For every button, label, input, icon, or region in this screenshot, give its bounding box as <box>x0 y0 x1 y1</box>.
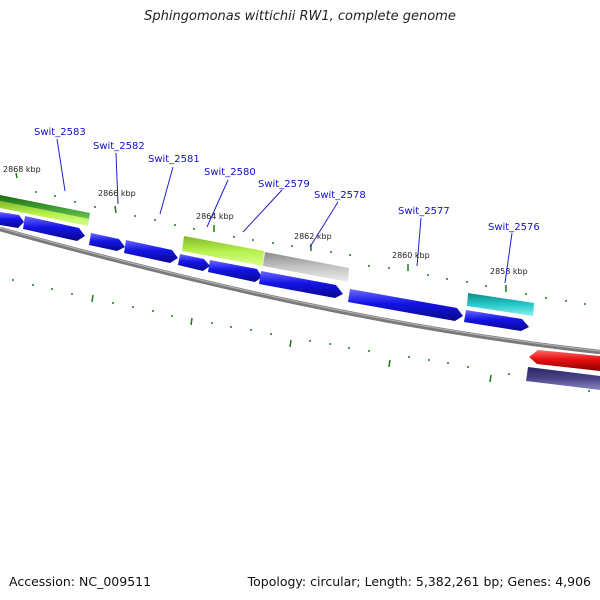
gene-label-swit-2581[interactable]: Swit_2581 <box>148 154 200 165</box>
gene-label-swit-2576[interactable]: Swit_2576 <box>488 222 540 233</box>
outer-tick-ring <box>15 172 586 305</box>
leader-line <box>416 217 422 267</box>
feature-grey[interactable] <box>263 252 349 282</box>
gene-label-swit-2583[interactable]: Swit_2583 <box>34 127 86 138</box>
kbp-label-2864: 2864 kbp <box>196 212 234 221</box>
cds-arrow[interactable] <box>89 233 125 251</box>
gene-label-group: Swit_2583 Swit_2582 Swit_2581 Swit_2580 … <box>34 127 540 284</box>
forward-cds-track <box>0 212 529 331</box>
cds-arrow[interactable] <box>464 310 529 331</box>
feature-dark-green[interactable] <box>0 195 90 219</box>
gene-label-swit-2582[interactable]: Swit_2582 <box>93 141 145 152</box>
kbp-label-2868: 2868 kbp <box>3 165 41 174</box>
gene-label-swit-2578[interactable]: Swit_2578 <box>314 190 366 201</box>
leader-line <box>504 232 513 284</box>
kbp-label-2860: 2860 kbp <box>392 251 430 260</box>
cds-arrow[interactable] <box>124 240 178 263</box>
feature-lime-a[interactable] <box>0 201 89 226</box>
leader-line <box>309 201 339 248</box>
kbp-label-2858: 2858 kbp <box>490 267 528 276</box>
leader-line <box>206 179 229 228</box>
cds-arrow[interactable] <box>0 212 24 228</box>
gene-label-swit-2577[interactable]: Swit_2577 <box>398 206 450 217</box>
leader-line <box>56 138 66 192</box>
feature-red-arrow[interactable] <box>529 350 600 371</box>
kbp-scale-labels: 2868 kbp 2866 kbp 2864 kbp 2862 kbp 2860… <box>3 165 528 276</box>
kbp-label-2866: 2866 kbp <box>98 189 136 198</box>
genome-summary-text: Topology: circular; Length: 5,382,261 bp… <box>247 574 591 589</box>
feature-purple[interactable] <box>526 367 600 390</box>
feature-cyan[interactable] <box>467 293 534 316</box>
cds-arrow[interactable] <box>348 289 463 321</box>
reverse-feature-track <box>526 350 600 390</box>
cds-arrow[interactable] <box>178 254 210 271</box>
leader-line <box>115 152 119 205</box>
map-title: Sphingomonas wittichii RW1, complete gen… <box>144 9 456 24</box>
accession-text: Accession: NC_009511 <box>9 574 152 589</box>
gene-label-swit-2579[interactable]: Swit_2579 <box>258 179 310 190</box>
feature-track-outer <box>0 195 534 316</box>
genome-backbone-highlight <box>0 227 600 352</box>
leader-line <box>242 189 283 233</box>
cds-arrow[interactable] <box>208 260 262 282</box>
inner-tick-ring <box>12 279 590 392</box>
leader-line <box>159 166 174 215</box>
kbp-label-2862: 2862 kbp <box>294 232 332 241</box>
feature-lime-b[interactable] <box>182 236 264 266</box>
cds-arrow[interactable] <box>23 216 85 241</box>
gene-label-swit-2580[interactable]: Swit_2580 <box>204 167 256 178</box>
cds-arrow[interactable] <box>259 271 343 298</box>
genome-backbone <box>0 226 600 355</box>
